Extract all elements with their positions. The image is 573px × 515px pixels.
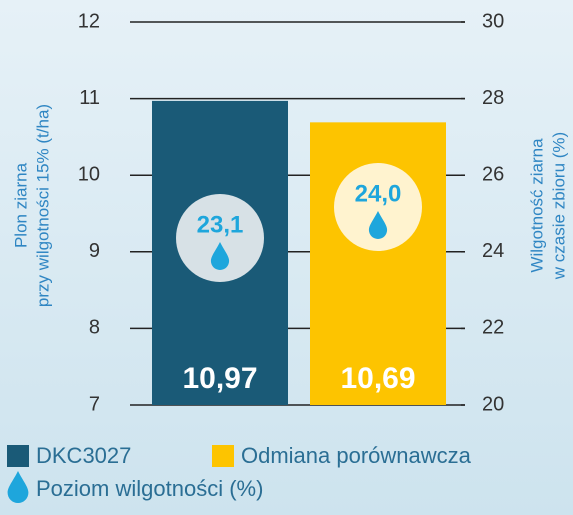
moisture-label: 24,0 — [355, 180, 402, 207]
legend-label: DKC3027 — [36, 443, 131, 468]
drop-icon — [210, 242, 230, 270]
legend-label: Odmiana porównawcza — [241, 443, 472, 468]
y2-tick-label: 26 — [482, 163, 504, 185]
drop-icon — [368, 211, 388, 240]
y-tick-label: 9 — [89, 240, 100, 262]
legend-swatch — [212, 445, 234, 467]
y2-axis-label: Wilgotność ziarna — [527, 138, 546, 273]
y-axis-label: Plon ziarna — [11, 162, 30, 248]
y2-tick-label: 20 — [482, 393, 504, 415]
y2-tick-label: 24 — [482, 240, 504, 262]
moisture-circle — [176, 194, 264, 282]
y-tick-label: 10 — [78, 163, 100, 185]
y2-tick-label: 28 — [482, 87, 504, 109]
y-tick-label: 8 — [89, 317, 100, 339]
y-axis-label: przy wilgotności 15% (t/ha) — [33, 104, 52, 307]
y-tick-label: 11 — [79, 87, 100, 109]
y-tick-label: 12 — [78, 10, 100, 32]
value-label: 10,69 — [340, 362, 415, 395]
y2-tick-label: 22 — [482, 317, 504, 339]
y-tick-label: 7 — [89, 393, 100, 415]
y2-axis-label: w czasie zbioru (%) — [549, 132, 568, 280]
legend-swatch — [7, 445, 29, 467]
legend-label: Poziom wilgotności (%) — [36, 476, 263, 501]
legend-drop-icon — [7, 471, 29, 503]
value-label: 10,97 — [182, 362, 257, 395]
moisture-label: 23,1 — [197, 211, 244, 238]
moisture-circle — [334, 163, 422, 251]
y2-tick-label: 30 — [482, 10, 504, 32]
